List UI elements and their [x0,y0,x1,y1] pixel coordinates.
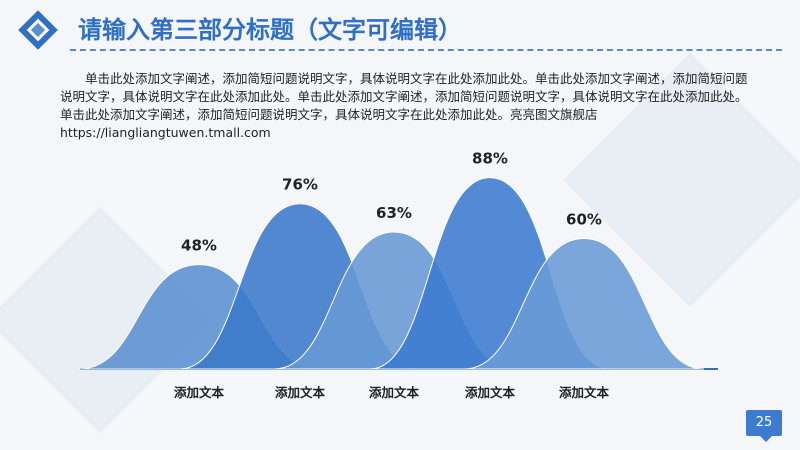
category-label-2: 添加文本 [275,385,326,400]
category-label-1: 添加文本 [174,385,225,400]
value-label-2: 76% [282,176,318,194]
header: 请输入第三部分标题（文字可编辑） [0,0,800,58]
title-divider [70,49,782,51]
bell-area-5 [463,237,705,370]
value-label-1: 48% [181,237,217,255]
page-number-badge: 25 [746,410,782,442]
category-label-5: 添加文本 [559,385,610,400]
category-label-4: 添加文本 [465,385,516,400]
value-label-4: 88% [472,150,508,168]
value-label-3: 63% [376,204,412,222]
diamond-logo-icon [18,10,58,50]
category-label-3: 添加文本 [369,385,420,400]
page-title: 请输入第三部分标题（文字可编辑） [78,16,462,44]
value-label-5: 60% [566,211,602,229]
description-text: 单击此处添加文字阐述，添加简短问题说明文字，具体说明文字在此处添加此处。单击此处… [60,71,748,140]
